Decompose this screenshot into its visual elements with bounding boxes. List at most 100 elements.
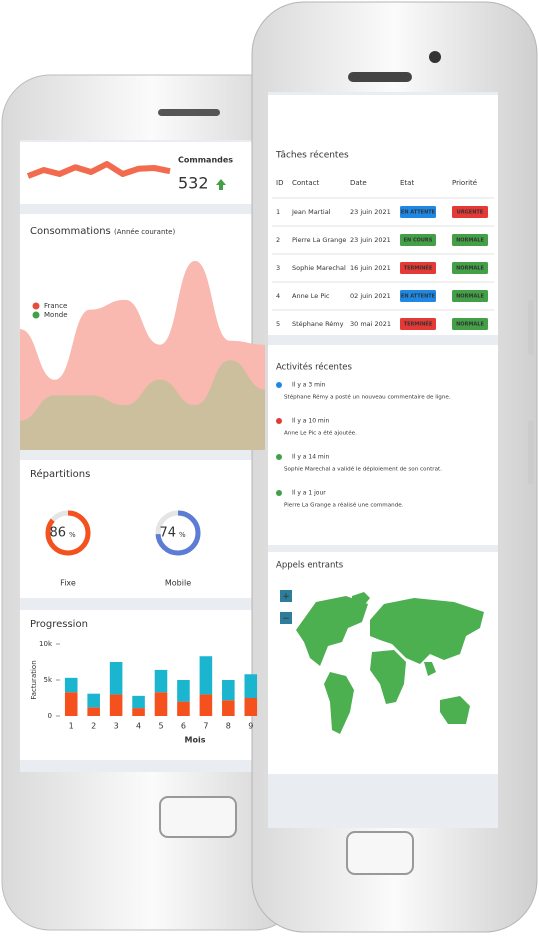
speaker: [158, 109, 220, 116]
card-title: Tâches récentes: [275, 150, 349, 161]
badge: [452, 206, 488, 218]
cell-id: 2: [276, 236, 280, 244]
x-tick-label: 3: [114, 722, 119, 731]
donut-unit: %: [69, 531, 76, 539]
card-title: Consommations: [30, 226, 111, 237]
activity-dot: [276, 454, 282, 460]
cell-id: 5: [276, 320, 280, 328]
donut-label: Fixe: [60, 579, 76, 588]
home-button[interactable]: [346, 831, 414, 875]
sparkline: [26, 161, 171, 179]
bar: [109, 694, 123, 716]
area: [20, 360, 265, 450]
bar: [109, 662, 123, 695]
bar: [132, 708, 145, 716]
y-tick-label: 5k: [43, 676, 52, 684]
legend-label: Monde: [44, 311, 68, 319]
donut-arc: [155, 510, 201, 556]
badge: [400, 318, 436, 330]
legend-swatch: [32, 311, 40, 319]
column-header: Priorité: [452, 179, 477, 187]
badge-label: URGENTE: [457, 210, 484, 216]
bar: [87, 693, 100, 708]
bar: [199, 694, 213, 716]
label: Commandes: [178, 156, 233, 165]
x-tick-label: 1: [69, 722, 74, 731]
bar: [64, 677, 78, 693]
badge: [452, 262, 488, 274]
badge: [452, 290, 488, 302]
column-header: ID: [276, 179, 283, 187]
x-tick-label: 7: [203, 722, 208, 731]
x-tick-label: 9: [248, 722, 253, 731]
card-title: Progression: [30, 619, 88, 630]
zoom-label[interactable]: +: [282, 592, 290, 602]
badge-label: NORMALE: [456, 322, 484, 328]
activity-dot: [276, 418, 282, 424]
x-tick-label: 8: [226, 722, 231, 731]
cell-contact: Sophie Marechal: [292, 264, 346, 272]
cell-date: 23 juin 2021: [350, 208, 391, 216]
cell-contact: Anne Le Pic: [292, 292, 330, 300]
zoom-label[interactable]: −: [282, 614, 290, 624]
x-axis-label: Mois: [185, 736, 206, 745]
y-axis-label: Facturation: [30, 660, 38, 699]
x-tick-label: 6: [181, 722, 186, 731]
activity-dot: [276, 382, 282, 388]
badge-label: TERMINÉE: [404, 320, 433, 328]
badge: [400, 206, 436, 218]
card-subtitle: (Année courante): [114, 228, 175, 236]
bar: [154, 669, 168, 693]
cell-id: 4: [276, 292, 280, 300]
speaker: [348, 72, 412, 82]
value: 532: [178, 174, 209, 193]
column-header: Date: [350, 179, 367, 187]
badge-label: NORMALE: [456, 238, 484, 244]
activity-time: Il y a 10 min: [292, 418, 329, 425]
badge: [400, 290, 436, 302]
home-button[interactable]: [159, 796, 237, 838]
activity-text: Sophie Marechal a validé le déploiement …: [284, 466, 442, 473]
donut-value: 86: [49, 526, 66, 541]
world-map: [296, 592, 484, 734]
badge: [400, 234, 436, 246]
x-tick-label: 2: [91, 722, 96, 731]
badge-label: EN ATTENTE: [401, 294, 436, 300]
donut-label: Mobile: [165, 579, 191, 588]
bar: [177, 701, 190, 716]
camera: [429, 51, 441, 63]
x-tick-label: 4: [136, 722, 141, 731]
bar: [222, 680, 235, 701]
bar: [244, 674, 258, 698]
zoom-button[interactable]: [280, 590, 292, 602]
donut-arc: [45, 510, 91, 556]
bar: [64, 692, 78, 716]
activity-text: Stéphane Rémy a posté un nouveau comment…: [284, 394, 451, 401]
bar: [87, 707, 100, 716]
bar: [222, 700, 235, 716]
activity-text: Anne Le Pic a été ajoutée.: [284, 430, 357, 437]
cell-date: 23 juin 2021: [350, 236, 391, 244]
cell-id: 1: [276, 208, 280, 216]
zoom-button[interactable]: [280, 612, 292, 624]
right-phone: [251, 1, 538, 933]
cell-id: 3: [276, 264, 280, 272]
donut-value: 74: [159, 526, 176, 541]
cell-contact: Jean Martial: [291, 208, 331, 216]
activity-text: Pierre La Grange a réalisé une commande.: [284, 502, 404, 509]
activity-dot: [276, 490, 282, 496]
badge-label: NORMALE: [456, 294, 484, 300]
y-tick-label: 10k: [39, 640, 53, 648]
x-tick-label: 5: [158, 722, 163, 731]
card-title: Répartitions: [30, 468, 90, 480]
y-tick-label: 0: [48, 712, 52, 720]
badge-label: EN ATTENTE: [401, 210, 436, 216]
badge: [452, 318, 488, 330]
bar: [154, 692, 168, 716]
cell-contact: Stéphane Rémy: [292, 320, 344, 328]
bar: [132, 695, 145, 709]
activity-time: Il y a 1 jour: [292, 490, 326, 497]
legend-swatch: [32, 302, 40, 310]
